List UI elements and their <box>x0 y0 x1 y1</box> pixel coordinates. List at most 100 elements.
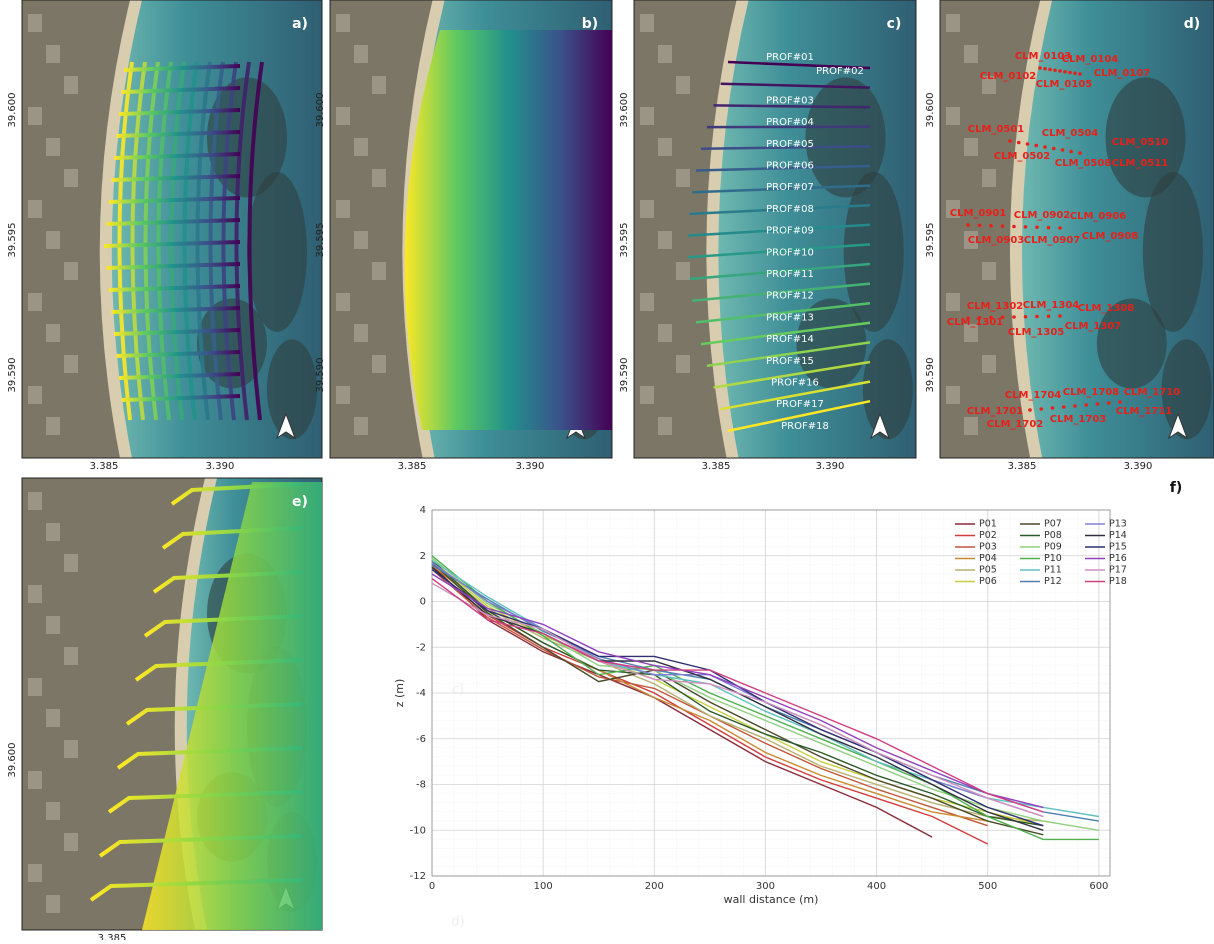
building <box>354 324 368 342</box>
building <box>676 169 690 187</box>
x-tick-label: 3.385 <box>1008 461 1037 472</box>
station-dot <box>1061 148 1065 152</box>
overlay-label: d) <box>451 915 464 930</box>
legend-label: P01 <box>979 519 997 530</box>
station-dot <box>1001 315 1005 319</box>
station-label: CLM_1708 <box>1063 387 1120 398</box>
y-tick-label: -12 <box>410 871 426 882</box>
building <box>46 324 60 342</box>
station-dot <box>1068 71 1072 75</box>
legend-label: P07 <box>1044 519 1062 530</box>
profile-label: PROF#05 <box>766 139 814 150</box>
station-label: CLM_0510 <box>1112 137 1169 148</box>
x-tick-label: 3.385 <box>702 461 731 472</box>
x-tick-label: 200 <box>645 881 664 892</box>
x-tick-label: 3.390 <box>516 461 545 472</box>
profile-label: PROF#10 <box>766 247 814 258</box>
x-tick-label: 0 <box>429 881 435 892</box>
building <box>28 771 42 789</box>
station-label: CLM_1701 <box>967 406 1024 417</box>
building <box>640 107 654 125</box>
building <box>28 864 42 882</box>
station-dot <box>1078 151 1082 155</box>
building <box>658 138 672 156</box>
station-dot <box>1038 66 1042 70</box>
station-dot <box>1012 315 1016 319</box>
station-label: CLM_0104 <box>1062 54 1119 65</box>
building <box>64 554 78 572</box>
station-dot <box>989 224 993 228</box>
profile-label: PROF#12 <box>766 291 814 302</box>
building <box>372 169 386 187</box>
station-dot <box>1039 407 1043 411</box>
station-dot <box>1048 68 1052 72</box>
station-label: CLM_0908 <box>1082 231 1139 242</box>
building <box>946 293 960 311</box>
building <box>64 169 78 187</box>
y-tick-label: 39.590 <box>7 358 18 393</box>
building <box>964 45 978 63</box>
station-dot <box>1035 315 1039 319</box>
building <box>658 417 672 435</box>
y-tick-label: 39.590 <box>925 358 936 393</box>
building <box>982 355 996 373</box>
figure: PROF#01PROF#02PROF#03PROF#04PROF#05PROF#… <box>0 0 1214 940</box>
profile-label: PROF#08 <box>766 204 814 215</box>
panel-label: f) <box>1170 480 1183 496</box>
building <box>46 231 60 249</box>
y-tick-label: -2 <box>416 642 426 653</box>
panel-label: e) <box>292 494 308 510</box>
building <box>354 231 368 249</box>
x-tick-label: 600 <box>1089 881 1108 892</box>
legend-label: P11 <box>1044 565 1062 576</box>
building <box>676 262 690 280</box>
y-tick-label: 39.595 <box>925 223 936 258</box>
building <box>46 417 60 435</box>
profile-label: PROF#09 <box>766 226 814 237</box>
y-axis-label: z (m) <box>393 679 406 708</box>
station-dot <box>1017 141 1021 145</box>
building <box>28 492 42 510</box>
legend-label: P06 <box>979 576 997 587</box>
bathymetry-surface <box>405 30 612 430</box>
seagrass <box>247 172 307 332</box>
legend-label: P14 <box>1109 530 1127 541</box>
building <box>964 417 978 435</box>
station-dot <box>1008 139 1012 143</box>
x-tick-label: 3.385 <box>98 933 127 940</box>
legend-label: P13 <box>1109 519 1127 530</box>
y-tick-label: -6 <box>416 734 426 745</box>
station-label: CLM_1307 <box>1065 321 1122 332</box>
station-dot <box>1001 224 1005 228</box>
y-tick-label: 4 <box>420 505 426 516</box>
building <box>658 231 672 249</box>
legend-label: P17 <box>1109 565 1127 576</box>
building <box>28 585 42 603</box>
legend-label: P18 <box>1109 576 1127 587</box>
station-label: CLM_1305 <box>1008 327 1065 338</box>
station-label: CLM_0902 <box>1014 210 1071 221</box>
legend-label: P05 <box>979 565 997 576</box>
station-dot <box>966 223 970 227</box>
x-axis-label: wall distance (m) <box>724 893 819 906</box>
station-dot <box>1053 68 1057 72</box>
building <box>640 14 654 32</box>
profile-label: PROF#06 <box>766 161 814 172</box>
station-label: CLM_0508 <box>1055 158 1112 169</box>
building <box>964 138 978 156</box>
station-label: CLM_1304 <box>1023 300 1080 311</box>
building <box>46 616 60 634</box>
building <box>28 678 42 696</box>
station-dot <box>1069 150 1073 154</box>
station-dot <box>1063 70 1067 74</box>
station-dot <box>1051 406 1055 410</box>
building <box>676 355 690 373</box>
profile-label: PROF#13 <box>766 312 814 323</box>
building <box>354 417 368 435</box>
legend-label: P09 <box>1044 542 1062 553</box>
building <box>46 138 60 156</box>
station-label: CLM_0903 <box>968 235 1025 246</box>
station-label: CLM_0511 <box>1112 158 1169 169</box>
building <box>676 76 690 94</box>
station-label: CLM_1702 <box>987 419 1044 430</box>
